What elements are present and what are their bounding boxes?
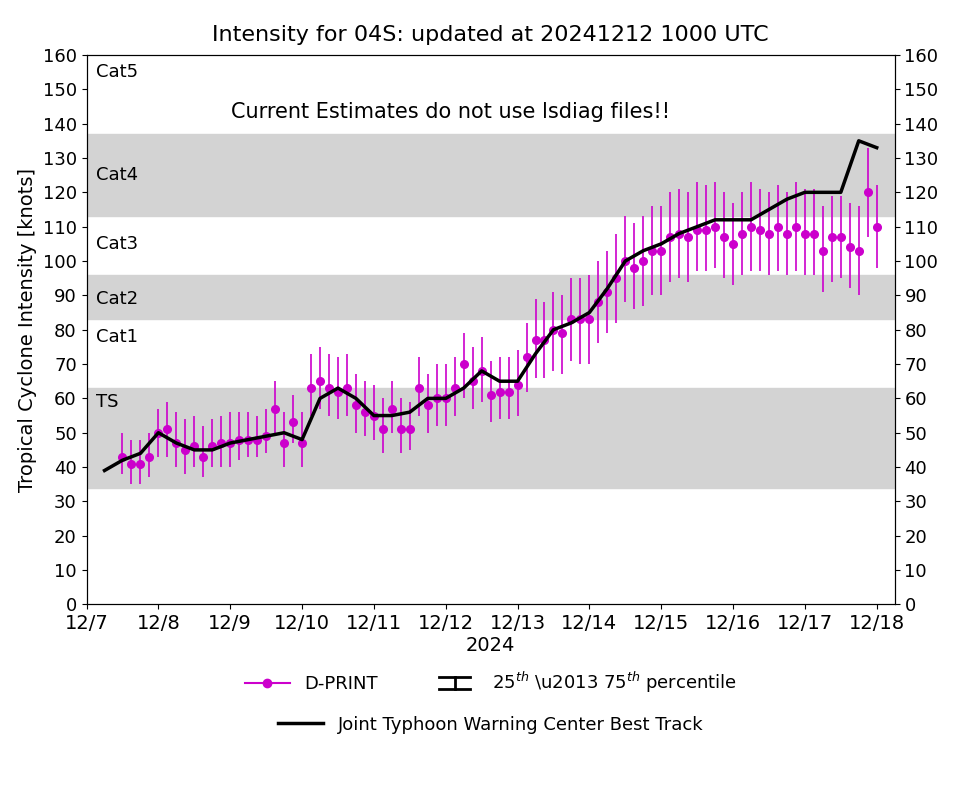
Text: Cat2: Cat2: [95, 290, 137, 308]
Text: Cat5: Cat5: [95, 63, 137, 81]
Bar: [86, 134, 894, 217]
Bar: [86, 388, 894, 487]
Bar: [86, 275, 894, 319]
Text: Current Estimates do not use lsdiag files!!: Current Estimates do not use lsdiag file…: [231, 101, 669, 122]
X-axis label: 2024: 2024: [465, 636, 515, 655]
Title: Intensity for 04S: updated at 20241212 1000 UTC: Intensity for 04S: updated at 20241212 1…: [212, 25, 768, 45]
Text: Cat3: Cat3: [95, 235, 137, 253]
Text: Cat1: Cat1: [95, 327, 137, 345]
Text: Cat4: Cat4: [95, 166, 137, 184]
Text: TS: TS: [95, 392, 118, 411]
Legend: Joint Typhoon Warning Center Best Track: Joint Typhoon Warning Center Best Track: [270, 709, 710, 741]
Y-axis label: Tropical Cyclone Intensity [knots]: Tropical Cyclone Intensity [knots]: [18, 168, 37, 491]
